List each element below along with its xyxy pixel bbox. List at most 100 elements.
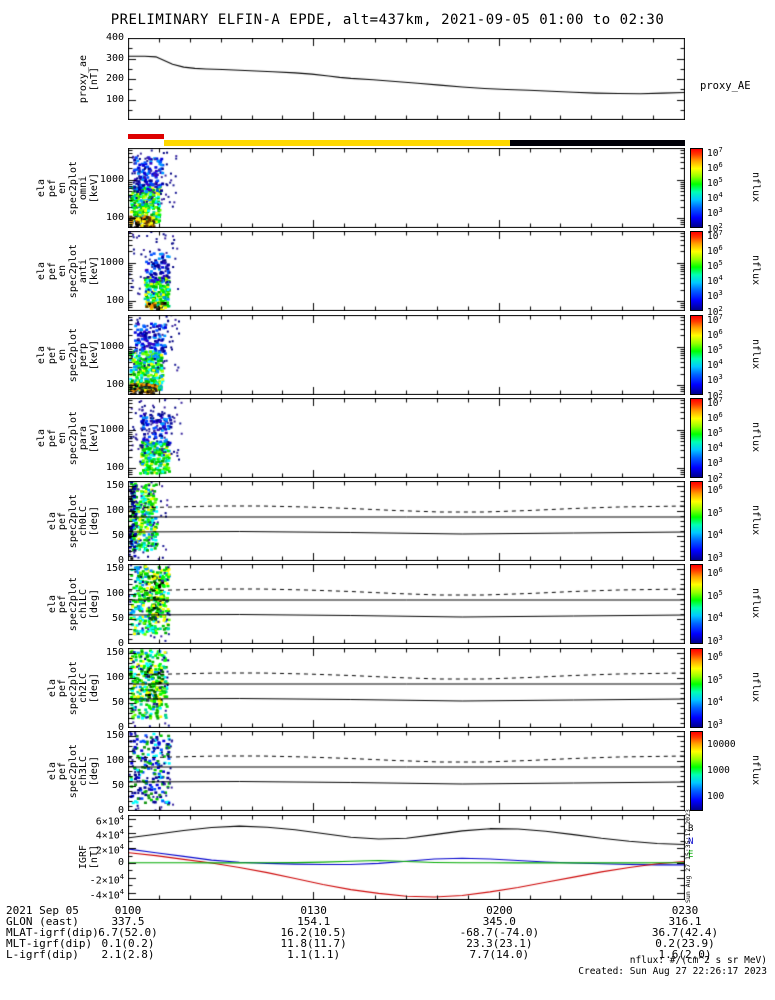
axis-label-proxy_ae: proxy_ae [nT] bbox=[30, 38, 100, 120]
y-tick-label: 400 bbox=[105, 32, 124, 43]
y-tick-label: 100 bbox=[105, 462, 124, 474]
colorbar-tick-label: 104 bbox=[707, 191, 723, 205]
colorbar-tick-label: 105 bbox=[707, 426, 723, 440]
ephemeris-value: -68.7(-74.0) bbox=[459, 926, 540, 939]
axis-label-line: ela bbox=[36, 428, 47, 448]
colorbar-tick-label: 106 bbox=[707, 483, 723, 497]
colorbar-en_para bbox=[690, 398, 703, 478]
colorbar-title: nflux bbox=[750, 755, 761, 786]
panel-en_omni bbox=[128, 148, 685, 228]
ephemeris-value: 1.1(1.1) bbox=[287, 948, 341, 961]
axis-label-line: ch2LC bbox=[78, 672, 89, 704]
colorbar-tick-label: 100 bbox=[707, 790, 725, 802]
colorbar-tick-label: 103 bbox=[707, 550, 723, 564]
colorbar-tick-label: 107 bbox=[707, 145, 723, 159]
panel-igrf bbox=[128, 815, 685, 900]
axis-label-line: en bbox=[57, 348, 68, 362]
panel-canvas-pa_ch1 bbox=[128, 564, 685, 644]
axis-label-line: [deg] bbox=[88, 505, 100, 537]
y-tick-label: 2×104 bbox=[95, 843, 124, 857]
colorbar-tick-label: 106 bbox=[707, 327, 723, 341]
panel-en_perp bbox=[128, 315, 685, 395]
colorbar-en_anti bbox=[690, 231, 703, 311]
axis-label-en_omni: ela pef en spec2plot omni [keV] bbox=[30, 148, 100, 228]
axis-label-line: [keV] bbox=[88, 339, 100, 371]
ephemeris-row-label: GLON (east) bbox=[6, 915, 79, 928]
y-tick-label: 100 bbox=[105, 379, 124, 391]
colorbar-title: nflux bbox=[750, 505, 761, 536]
y-tick-label: 100 bbox=[105, 755, 124, 766]
axis-label-line: en bbox=[57, 431, 68, 445]
status-bar-segment bbox=[128, 134, 165, 139]
colorbar-tick-label: 105 bbox=[707, 588, 723, 602]
colorbar-title: nflux bbox=[750, 422, 761, 453]
colorbar-tick-label: 105 bbox=[707, 259, 723, 273]
axis-label-line: ch1LC bbox=[78, 588, 89, 620]
colorbar-tick-label: 102 bbox=[707, 221, 723, 235]
footer-created-note: Created: Sun Aug 27 22:26:17 2023 bbox=[578, 966, 767, 977]
colorbar-tick-label: 103 bbox=[707, 289, 723, 303]
ephemeris-value: 0.2(23.9) bbox=[655, 937, 715, 950]
colorbar-tick-label: 105 bbox=[707, 176, 723, 190]
panel-canvas-igrf bbox=[128, 815, 685, 900]
colorbar-title: nflux bbox=[750, 172, 761, 203]
series-label-B: B bbox=[688, 824, 694, 834]
y-tick-label: 100 bbox=[105, 505, 124, 516]
axis-label-line: ela bbox=[36, 261, 47, 281]
colorbar-tick-label: 107 bbox=[707, 312, 723, 326]
colorbar-tick-label: 102 bbox=[707, 471, 723, 485]
ephemeris-row-label: MLT-igrf(dip) bbox=[6, 937, 93, 950]
y-tick-label: 100 bbox=[105, 212, 124, 224]
y-tick-label: 100 bbox=[105, 295, 124, 307]
axis-label-pa_ch1: ela pef spec2plot ch1LC [deg] bbox=[30, 564, 100, 644]
y-tick-label: 150 bbox=[105, 563, 124, 574]
y-tick-label: 0 bbox=[117, 857, 124, 869]
ephemeris-value: 23.3(23.1) bbox=[466, 937, 533, 950]
y-tick-label: 150 bbox=[105, 480, 124, 491]
y-tick-label: 100 bbox=[105, 672, 124, 683]
axis-label-line: para bbox=[78, 425, 89, 451]
panel-pa_ch0 bbox=[128, 481, 685, 561]
y-tick-label: 1000 bbox=[99, 173, 124, 185]
colorbar-tick-label: 105 bbox=[707, 505, 723, 519]
axis-label-pa_ch3: ela pef spec2plot ch3LC [deg] bbox=[30, 731, 100, 811]
axis-label-pa_ch0: ela pef spec2plot ch0LC [deg] bbox=[30, 481, 100, 561]
colorbar-tick-label: 104 bbox=[707, 441, 723, 455]
panel-canvas-pa_ch0 bbox=[128, 481, 685, 561]
axis-label-line: [deg] bbox=[88, 755, 100, 787]
colorbar-pa_ch2 bbox=[690, 648, 703, 728]
panel-pa_ch1 bbox=[128, 564, 685, 644]
series-label-N: N bbox=[688, 837, 694, 847]
ephemeris-value: 11.8(11.7) bbox=[280, 937, 347, 950]
y-tick-label: 300 bbox=[105, 52, 124, 64]
colorbar-tick-label: 104 bbox=[707, 358, 723, 372]
ephemeris-value: 7.7(14.0) bbox=[469, 948, 530, 961]
axis-label-line: perp bbox=[78, 342, 89, 368]
colorbar-tick-label: 106 bbox=[707, 410, 723, 424]
y-tick-label: 150 bbox=[105, 647, 124, 658]
watermark-timestamp: Sun Aug 27 15:35:17 2023 bbox=[684, 809, 692, 903]
axis-label-line: pef bbox=[57, 678, 68, 698]
colorbar-tick-label: 106 bbox=[707, 566, 723, 580]
axis-label-line: pef bbox=[57, 511, 68, 531]
ephemeris-value: 345.0 bbox=[482, 915, 516, 928]
y-tick-label: -4×104 bbox=[89, 887, 124, 901]
axis-label-line: [keV] bbox=[88, 172, 100, 204]
axis-label-line: ch0LC bbox=[78, 505, 89, 537]
y-tick-label: -2×104 bbox=[89, 872, 124, 887]
colorbar-tick-label: 105 bbox=[707, 343, 723, 357]
axis-label-line: [keV] bbox=[88, 422, 100, 454]
axis-label-line: [deg] bbox=[88, 588, 100, 620]
y-tick-label: 50 bbox=[111, 530, 124, 541]
colorbar-tick-label: 106 bbox=[707, 243, 723, 257]
colorbar-tick-label: 104 bbox=[707, 695, 723, 709]
axis-label-line: ch3LC bbox=[78, 755, 89, 787]
panel-proxy_ae bbox=[128, 38, 685, 120]
colorbar-tick-label: 106 bbox=[707, 650, 723, 664]
colorbar-tick-label: 107 bbox=[707, 228, 723, 242]
colorbar-tick-label: 103 bbox=[707, 633, 723, 647]
x-tick-label: 0130 bbox=[300, 904, 327, 917]
colorbar-title: nflux bbox=[750, 255, 761, 286]
ephemeris-value: 2.1(2.8) bbox=[101, 948, 155, 961]
